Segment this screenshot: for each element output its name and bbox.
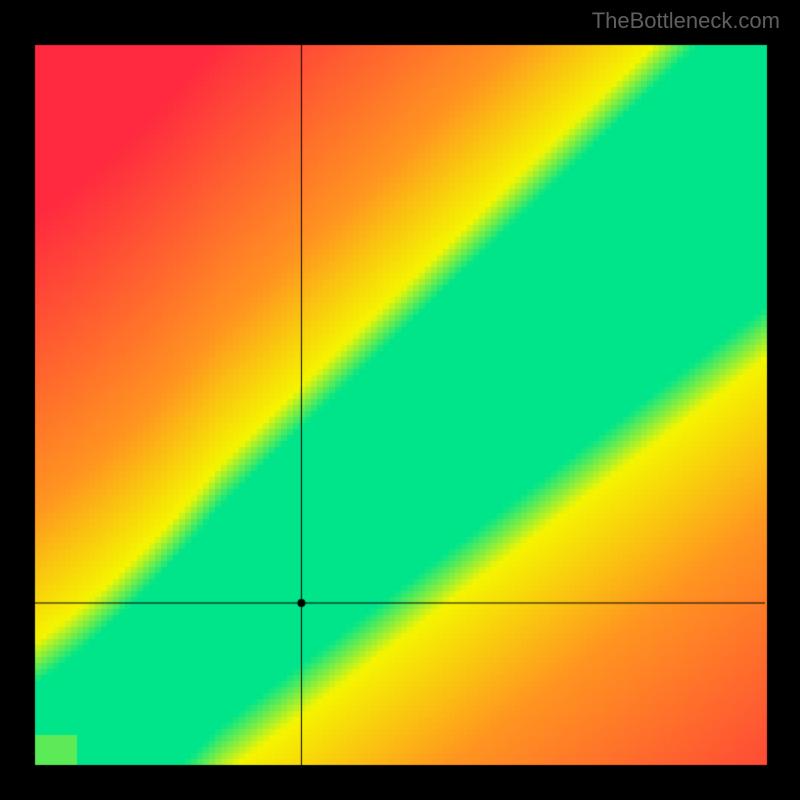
bottleneck-heatmap (0, 0, 800, 800)
chart-container: TheBottleneck.com (0, 0, 800, 800)
watermark-text: TheBottleneck.com (592, 8, 780, 34)
